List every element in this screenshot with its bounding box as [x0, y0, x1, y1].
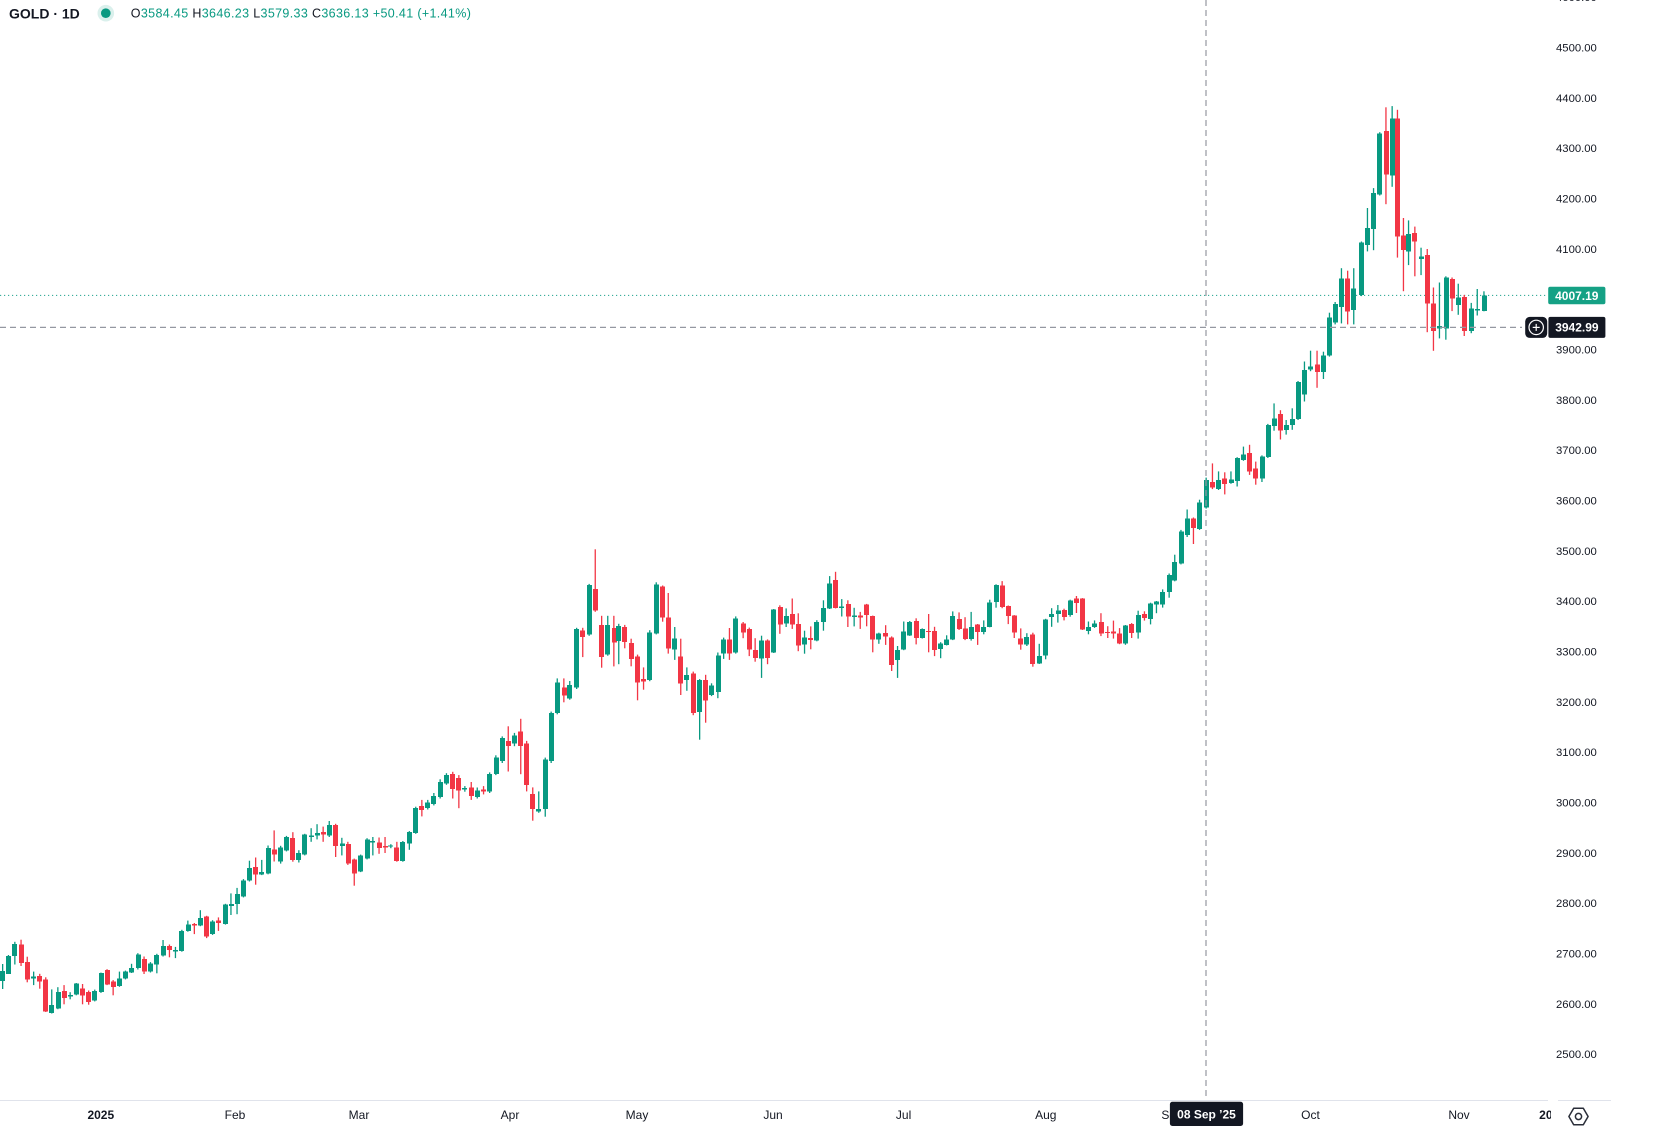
- svg-text:2800.00: 2800.00: [1556, 898, 1597, 910]
- svg-text:Aug: Aug: [1035, 1108, 1056, 1122]
- svg-text:Apr: Apr: [501, 1108, 520, 1122]
- svg-text:4300.00: 4300.00: [1556, 143, 1597, 155]
- svg-text:Jul: Jul: [896, 1108, 911, 1122]
- svg-text:O3584.45 H3646.23 L3579.33 C36: O3584.45 H3646.23 L3579.33 C3636.13 +50.…: [131, 7, 471, 21]
- svg-text:Jun: Jun: [763, 1108, 782, 1122]
- svg-text:4200.00: 4200.00: [1556, 194, 1597, 206]
- svg-text:3100.00: 3100.00: [1556, 747, 1597, 759]
- svg-text:3900.00: 3900.00: [1556, 345, 1597, 357]
- svg-text:3800.00: 3800.00: [1556, 395, 1597, 407]
- svg-text:2700.00: 2700.00: [1556, 948, 1597, 960]
- svg-text:4100.00: 4100.00: [1556, 244, 1597, 256]
- svg-text:3300.00: 3300.00: [1556, 647, 1597, 659]
- svg-text:Mar: Mar: [349, 1108, 370, 1122]
- svg-text:May: May: [626, 1108, 649, 1122]
- svg-text:2500.00: 2500.00: [1556, 1049, 1597, 1061]
- svg-text:4500.00: 4500.00: [1556, 43, 1597, 55]
- svg-text:2600.00: 2600.00: [1556, 999, 1597, 1011]
- svg-text:4600.00: 4600.00: [1556, 0, 1597, 4]
- svg-text:3500.00: 3500.00: [1556, 546, 1597, 558]
- svg-text:2900.00: 2900.00: [1556, 848, 1597, 860]
- svg-text:3400.00: 3400.00: [1556, 596, 1597, 608]
- svg-text:3000.00: 3000.00: [1556, 797, 1597, 809]
- svg-text:3200.00: 3200.00: [1556, 697, 1597, 709]
- svg-text:2026: 2026: [1539, 1108, 1566, 1122]
- svg-text:GOLD · 1D: GOLD · 1D: [9, 5, 80, 21]
- svg-text:2025: 2025: [87, 1108, 114, 1122]
- svg-text:Nov: Nov: [1448, 1108, 1469, 1122]
- svg-text:3600.00: 3600.00: [1556, 496, 1597, 508]
- svg-text:3700.00: 3700.00: [1556, 445, 1597, 457]
- svg-text:3942.99: 3942.99: [1555, 321, 1599, 335]
- svg-text:4007.19: 4007.19: [1555, 289, 1599, 303]
- svg-text:Oct: Oct: [1301, 1108, 1320, 1122]
- svg-text:4400.00: 4400.00: [1556, 93, 1597, 105]
- svg-text:08 Sep ’25: 08 Sep ’25: [1177, 1107, 1236, 1121]
- svg-text:Feb: Feb: [225, 1108, 246, 1122]
